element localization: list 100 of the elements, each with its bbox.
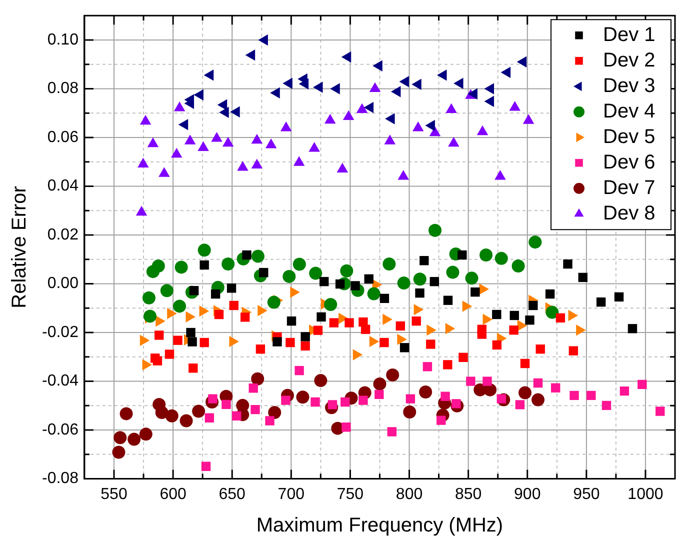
- point: [229, 300, 238, 310]
- point: [638, 380, 647, 390]
- point: [387, 427, 396, 436]
- point: [476, 125, 488, 136]
- point: [406, 394, 416, 404]
- point: [360, 324, 370, 334]
- point: [510, 310, 519, 320]
- point: [329, 318, 339, 328]
- point: [398, 170, 409, 180]
- legend-label: Dev 4: [603, 100, 656, 122]
- point: [164, 350, 174, 359]
- point: [120, 407, 133, 420]
- point: [568, 346, 578, 356]
- x-tick-label: 650: [218, 486, 246, 503]
- point: [282, 270, 296, 283]
- point: [430, 276, 440, 286]
- point: [152, 259, 165, 272]
- point: [268, 406, 282, 419]
- point: [188, 364, 198, 373]
- point: [428, 224, 442, 237]
- point: [240, 312, 250, 322]
- point: [139, 428, 152, 441]
- point: [477, 330, 486, 339]
- point: [479, 284, 489, 295]
- point: [492, 310, 502, 320]
- point: [186, 328, 196, 338]
- point: [320, 276, 329, 286]
- legend-label: Dev 2: [603, 49, 656, 72]
- point: [165, 409, 178, 422]
- point: [458, 250, 467, 260]
- point: [492, 340, 502, 350]
- point: [556, 313, 566, 322]
- point: [200, 260, 209, 270]
- x-tick-label: 900: [514, 486, 541, 503]
- point: [520, 358, 530, 368]
- point: [308, 142, 320, 152]
- point: [310, 397, 320, 407]
- point: [272, 337, 282, 346]
- legend-label: Dev 7: [603, 176, 656, 199]
- legend-label: Dev 8: [603, 202, 656, 224]
- point: [420, 256, 429, 266]
- point: [422, 362, 432, 372]
- point: [494, 170, 506, 180]
- point: [154, 330, 164, 340]
- legend-label: Dev 5: [603, 126, 656, 148]
- point: [358, 396, 368, 405]
- point: [656, 406, 665, 416]
- point: [142, 291, 156, 304]
- point: [324, 114, 336, 124]
- point: [396, 321, 405, 331]
- point: [465, 272, 478, 285]
- point: [446, 266, 460, 279]
- point: [515, 400, 525, 410]
- point: [280, 121, 292, 132]
- point: [265, 138, 277, 148]
- point: [265, 416, 274, 426]
- point: [545, 289, 555, 299]
- x-tick-label: 950: [573, 486, 600, 503]
- point: [386, 368, 400, 382]
- point: [128, 432, 141, 446]
- point: [509, 325, 518, 335]
- point: [403, 406, 416, 418]
- point: [309, 266, 322, 280]
- point: [342, 110, 354, 120]
- y-tick-label: 0.08: [47, 80, 79, 98]
- point: [436, 416, 446, 425]
- x-axis-title: Maximum Frequency (MHz): [256, 514, 504, 537]
- point: [211, 132, 222, 142]
- point: [340, 397, 350, 407]
- legend-label: Dev 6: [603, 151, 656, 174]
- point: [256, 344, 266, 354]
- point: [147, 137, 159, 148]
- point: [596, 297, 606, 307]
- point: [578, 272, 588, 282]
- point: [222, 400, 231, 410]
- point: [201, 462, 211, 471]
- point: [518, 386, 532, 400]
- point: [313, 326, 323, 335]
- point: [180, 414, 193, 428]
- point: [426, 340, 436, 349]
- y-tick-label: 0.00: [47, 275, 79, 292]
- point: [210, 289, 220, 299]
- point: [384, 134, 396, 144]
- point: [140, 114, 152, 125]
- point: [570, 390, 579, 400]
- point: [528, 300, 538, 310]
- point: [144, 310, 157, 323]
- point: [251, 158, 263, 169]
- point: [251, 372, 264, 386]
- point: [198, 141, 209, 151]
- point: [382, 258, 396, 271]
- point: [494, 252, 508, 265]
- point: [222, 136, 234, 147]
- point: [525, 315, 534, 325]
- point: [112, 446, 126, 459]
- point: [173, 336, 182, 345]
- y-tick-label: 0.10: [47, 31, 79, 48]
- point: [373, 377, 386, 390]
- point: [440, 392, 450, 401]
- x-tick-label: 800: [396, 486, 423, 503]
